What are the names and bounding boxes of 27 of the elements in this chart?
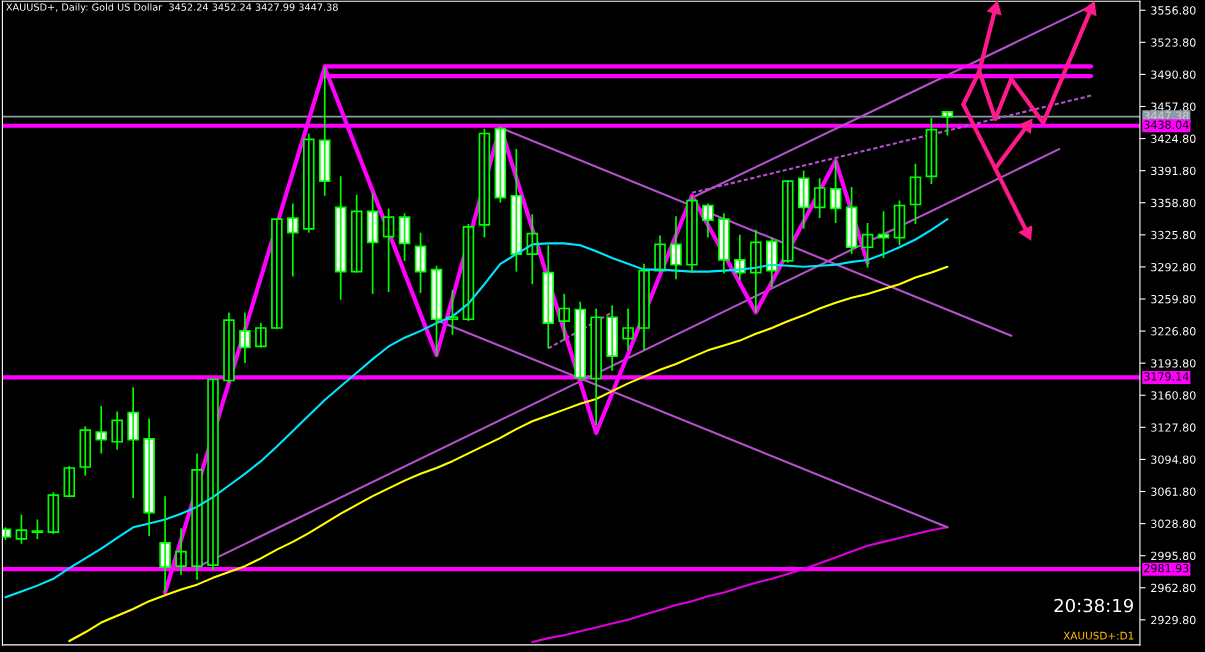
y-tick-label: 3193.80: [1151, 359, 1196, 368]
y-tick-label: 3391.80: [1151, 166, 1196, 176]
chart-title: XAUUSD+, Daily: Gold US Dollar 3452.24 3452.24 3427.99 3447.38: [6, 3, 338, 13]
ref-line-label: 3438.04: [1144, 120, 1189, 129]
y-tick-label: 3094.80: [1151, 455, 1196, 464]
y-tick-label: 2929.80: [1151, 615, 1196, 625]
y-tick-label: 3160.80: [1151, 391, 1196, 400]
ref-line-label: 2981.93: [1144, 563, 1189, 573]
y-tick-label: 3523.80: [1151, 38, 1196, 47]
ref-line-label: 3447.38: [1144, 111, 1189, 120]
y-tick-label: 3424.80: [1151, 134, 1196, 143]
y-tick-label: 3028.80: [1151, 519, 1196, 528]
y-tick-label: 3490.80: [1151, 70, 1196, 79]
y-tick-label: 2995.80: [1151, 551, 1196, 561]
y-tick-label: 3358.80: [1151, 198, 1196, 208]
annotation: 20:38:19: [1054, 598, 1133, 613]
y-tick-label: 3325.80: [1151, 230, 1196, 240]
y-tick-label: 3292.80: [1151, 262, 1196, 272]
y-tick-label: 3061.80: [1151, 487, 1196, 496]
y-tick-label: 3457.80: [1151, 102, 1196, 111]
y-tick-label: 2962.80: [1151, 583, 1196, 593]
y-tick-label: 3556.80: [1151, 6, 1196, 15]
ref-line-label: 3179.14: [1144, 372, 1189, 381]
y-tick-label: 3127.80: [1151, 423, 1196, 432]
annotation: XAUUSD+:D1: [1063, 631, 1134, 640]
y-tick-label: 3259.80: [1151, 294, 1196, 304]
y-tick-label: 3226.80: [1151, 327, 1196, 336]
